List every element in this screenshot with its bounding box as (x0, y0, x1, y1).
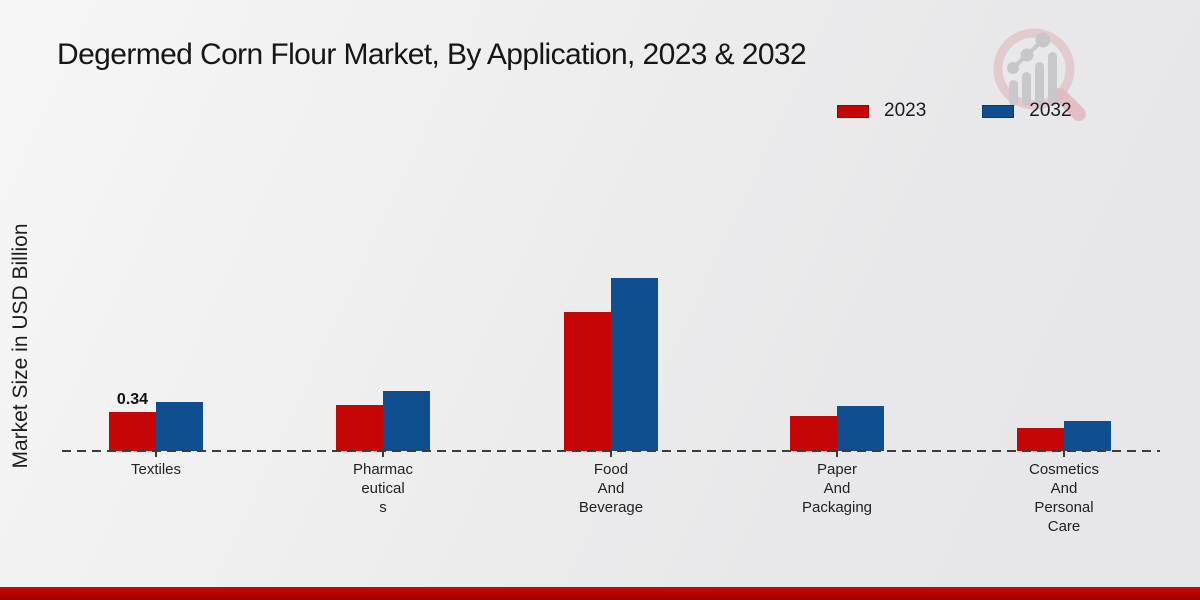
x-axis-label-line: Pharmac (352, 461, 414, 478)
x-axis-label-line: Cosmetics (1028, 461, 1099, 478)
legend-item-2032: 2032 (982, 100, 1072, 122)
x-axis-label-paper-and-packaging: Paper And Packaging (767, 460, 907, 517)
legend-label-2023: 2023 (884, 100, 927, 121)
bar-2032-textiles (156, 402, 203, 451)
x-axis-label-line: And (823, 480, 851, 497)
x-axis-label-pharmaceuticals: Pharmac eutical s (313, 460, 453, 517)
x-axis-tick-textiles (155, 451, 157, 457)
legend: 2023 2032 (837, 100, 1072, 122)
x-axis-label-food-and-beverage: Food And Beverage (541, 460, 681, 517)
bar-2023-cosmetics-and-personal-care (1017, 428, 1064, 451)
bar-2023-textiles (109, 412, 156, 451)
brand-logo-magnifier-chart-icon (993, 28, 1086, 121)
x-axis-tick-pharmaceuticals (382, 451, 384, 457)
x-axis-label-line: And (597, 480, 625, 497)
legend-swatch-2032 (982, 104, 1015, 118)
bar-value-label: 0.34 (116, 391, 149, 408)
bar-2023-pharmaceuticals (336, 405, 383, 451)
legend-label-2032: 2032 (1029, 100, 1072, 121)
bar-2023-paper-and-packaging (790, 416, 837, 451)
bar-2023-food-and-beverage (564, 312, 611, 451)
bar-2032-paper-and-packaging (837, 406, 884, 451)
x-axis-label-line: Packaging (801, 499, 873, 516)
x-axis-label-line: Paper (816, 461, 858, 478)
x-axis-label-line: s (379, 499, 387, 516)
chart-title: Degermed Corn Flour Market, By Applicati… (57, 38, 807, 71)
x-axis-tick-paper-and-packaging (836, 451, 838, 457)
footer-accent-bar (0, 587, 1200, 600)
x-axis-label-cosmetics-and-personal-care: Cosmetics And Personal Care (994, 460, 1134, 536)
x-axis-label-line: And (1050, 480, 1078, 497)
bar-2032-food-and-beverage (611, 278, 658, 451)
x-axis-label-line: Care (1047, 518, 1081, 535)
x-axis-label-line: Personal (1034, 499, 1094, 516)
x-axis-tick-food-and-beverage (610, 451, 612, 457)
x-axis-tick-cosmetics-and-personal-care (1063, 451, 1065, 457)
x-axis-label-line: Beverage (578, 499, 644, 516)
legend-swatch-2023 (837, 104, 869, 118)
legend-item-2023: 2023 (837, 100, 926, 122)
x-axis-label-line: eutical (361, 480, 405, 497)
x-axis-label-line: Food (593, 461, 629, 478)
x-axis-label-line: Textiles (130, 461, 182, 478)
x-axis-label-textiles: Textiles (86, 460, 226, 479)
bar-2032-pharmaceuticals (383, 391, 430, 451)
bar-2032-cosmetics-and-personal-care (1064, 421, 1111, 451)
